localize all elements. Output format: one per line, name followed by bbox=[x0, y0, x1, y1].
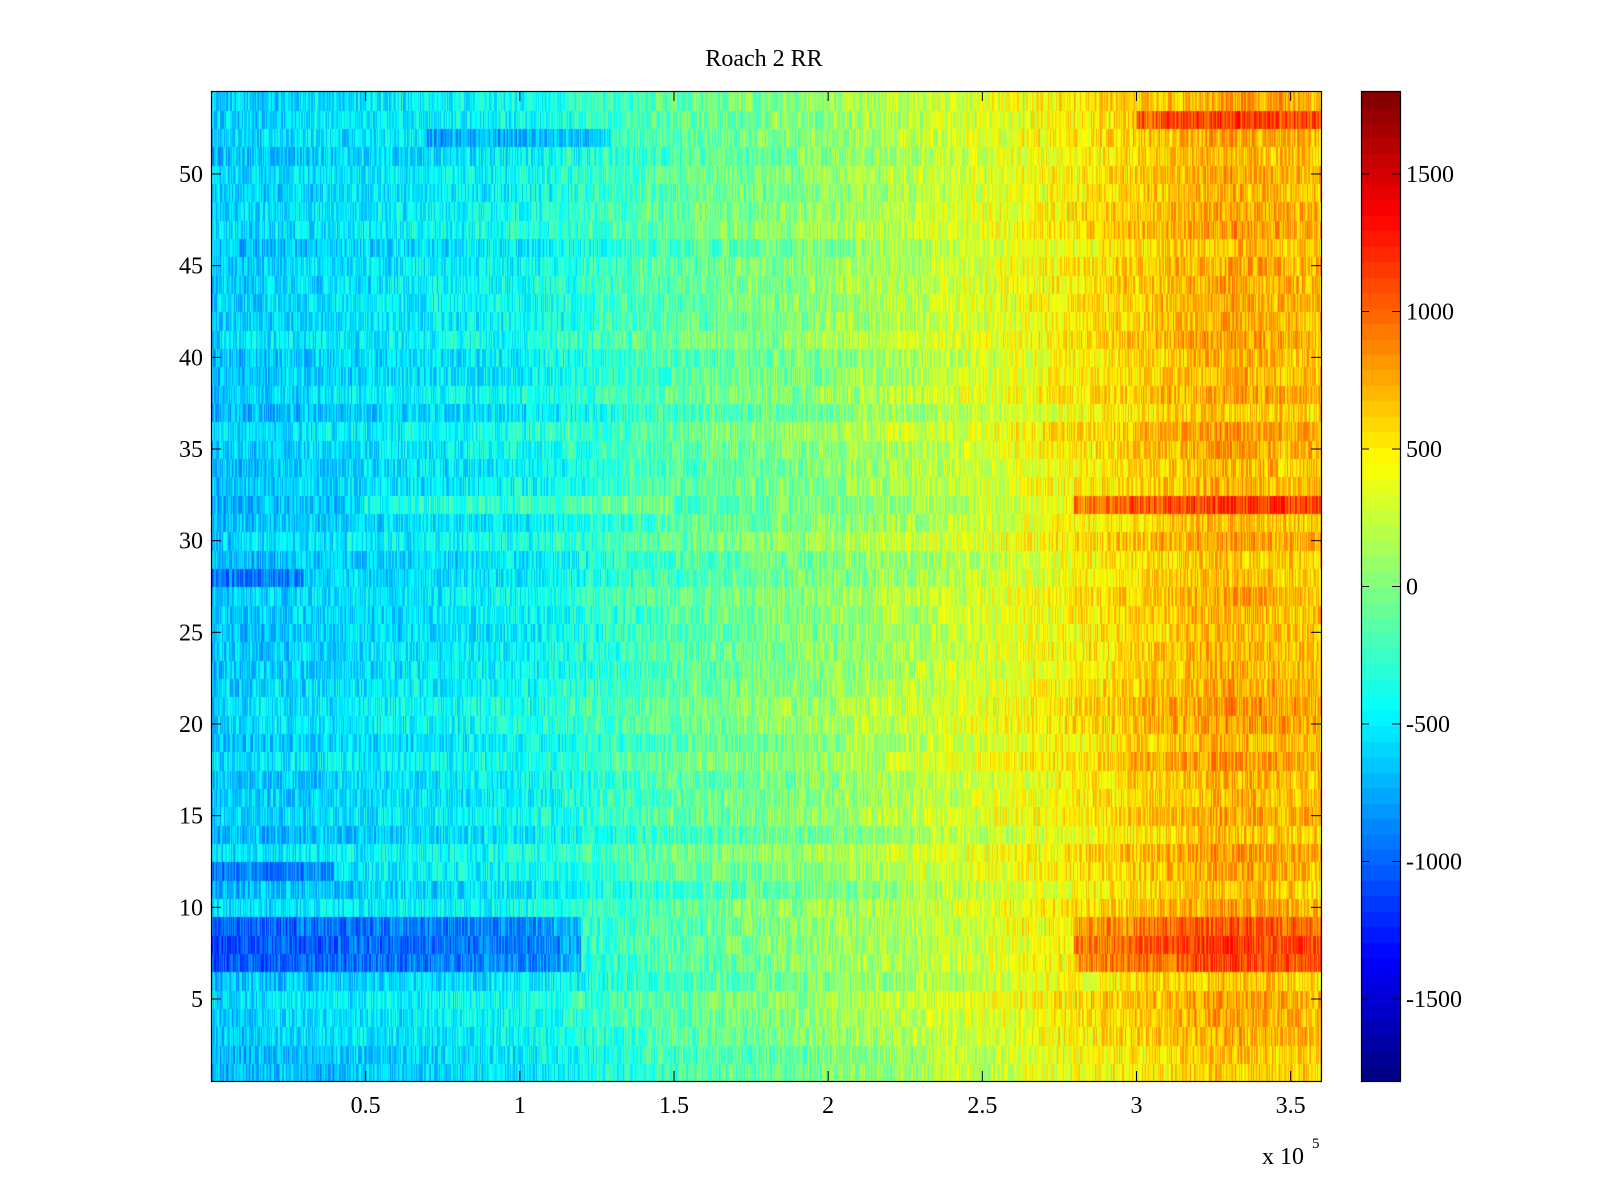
x-tick-label: 3.5 bbox=[1276, 1093, 1306, 1119]
x-tick-label: 3 bbox=[1131, 1093, 1143, 1119]
colorbar-axis: -1500 -1000 -500 0 500 1000 1500 bbox=[1361, 162, 1462, 1013]
x-tick-label: 0.5 bbox=[351, 1093, 381, 1119]
x-multiplier-label: x 10 bbox=[1262, 1144, 1304, 1170]
heatmap-image bbox=[211, 91, 1321, 1081]
x-multiplier-exponent: 5 bbox=[1312, 1136, 1320, 1152]
y-tick-label: 15 bbox=[179, 804, 203, 830]
x-tick-label: 1 bbox=[514, 1093, 526, 1119]
y-tick-label: 10 bbox=[179, 895, 203, 921]
y-axis: 5 10 15 20 25 30 35 40 45 50 bbox=[179, 162, 1321, 1013]
y-tick-label: 30 bbox=[179, 529, 203, 555]
chart-title: Roach 2 RR bbox=[705, 46, 822, 72]
colorbar-tick-label: 1500 bbox=[1406, 162, 1454, 188]
colorbar-tick-label: -500 bbox=[1406, 712, 1450, 738]
x-tick-label: 1.5 bbox=[659, 1093, 689, 1119]
colorbar-tick-label: 500 bbox=[1406, 437, 1442, 463]
colorbar-tick-label: -1000 bbox=[1406, 850, 1462, 876]
y-tick-label: 50 bbox=[179, 162, 203, 188]
x-axis: 0.5 1 1.5 2 2.5 3 3.5 bbox=[351, 91, 1306, 1119]
axes-frame bbox=[210, 90, 1323, 1083]
colorbar-tick-label: 0 bbox=[1406, 575, 1418, 601]
colorbar-tick-label: -1500 bbox=[1406, 987, 1462, 1013]
y-tick-label: 40 bbox=[179, 345, 203, 371]
colorbar-tick-label: 1000 bbox=[1406, 300, 1454, 326]
x-tick-label: 2 bbox=[822, 1093, 834, 1119]
y-tick-label: 5 bbox=[191, 987, 203, 1013]
y-tick-label: 45 bbox=[179, 254, 203, 280]
y-tick-label: 20 bbox=[179, 712, 203, 738]
y-tick-label: 35 bbox=[179, 437, 203, 463]
y-tick-label: 25 bbox=[179, 620, 203, 646]
x-tick-label: 2.5 bbox=[967, 1093, 997, 1119]
